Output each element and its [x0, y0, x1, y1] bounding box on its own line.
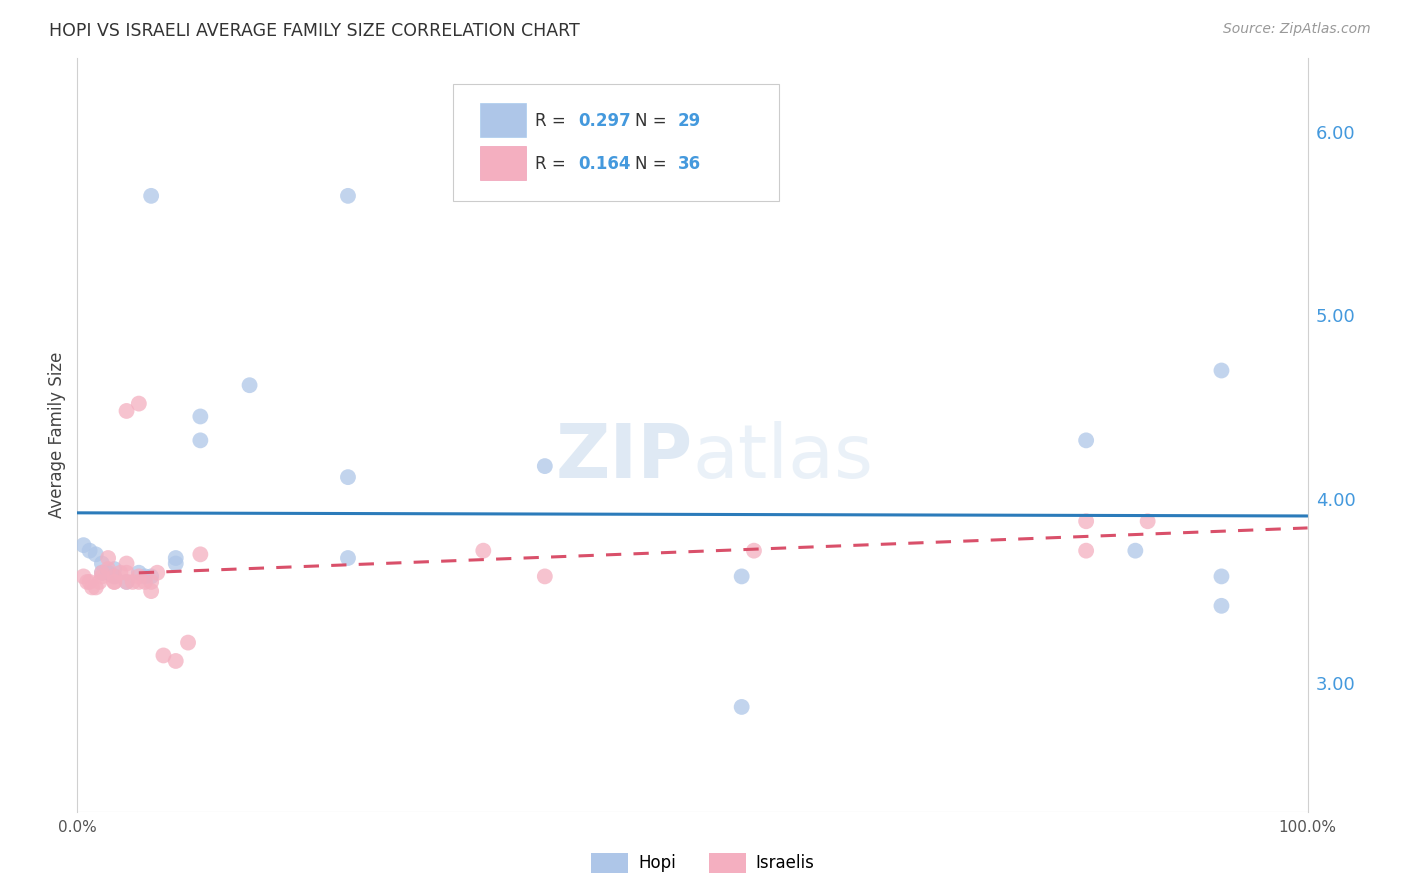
Point: [165, 557, 187, 571]
Point: [128, 574, 150, 589]
Point: [110, 566, 132, 580]
Point: [128, 396, 150, 410]
Point: [115, 404, 138, 418]
Point: [472, 543, 495, 558]
Point: [1211, 599, 1233, 613]
Point: [115, 574, 138, 589]
Text: N =: N =: [634, 154, 672, 172]
Point: [103, 569, 125, 583]
Point: [141, 569, 163, 583]
Text: N =: N =: [634, 112, 672, 129]
Point: [742, 543, 765, 558]
Point: [190, 409, 212, 424]
Point: [84, 581, 107, 595]
Point: [177, 635, 200, 649]
Point: [97, 566, 120, 580]
FancyBboxPatch shape: [453, 85, 779, 202]
Bar: [479, 146, 526, 180]
Point: [103, 574, 125, 589]
Point: [128, 566, 150, 580]
Point: [731, 569, 754, 583]
Text: 29: 29: [678, 112, 702, 129]
Point: [152, 648, 174, 663]
Point: [115, 574, 138, 589]
Point: [90, 557, 114, 571]
Point: [141, 584, 163, 599]
Point: [534, 569, 557, 583]
Point: [115, 557, 138, 571]
Point: [128, 569, 150, 583]
Text: R =: R =: [536, 112, 571, 129]
Point: [84, 547, 107, 561]
Bar: [479, 103, 526, 137]
Point: [79, 543, 101, 558]
Text: R =: R =: [536, 154, 571, 172]
Text: atlas: atlas: [693, 421, 873, 494]
Point: [115, 566, 138, 580]
Point: [1076, 514, 1098, 528]
Point: [72, 538, 94, 552]
Point: [239, 378, 262, 392]
Text: Source: ZipAtlas.com: Source: ZipAtlas.com: [1223, 22, 1371, 37]
Y-axis label: Average Family Size: Average Family Size: [48, 351, 66, 518]
Point: [1125, 543, 1147, 558]
Legend: Hopi, Israelis: Hopi, Israelis: [585, 847, 821, 880]
Text: 0.297: 0.297: [578, 112, 631, 129]
Point: [97, 551, 120, 566]
Point: [79, 574, 101, 589]
Point: [165, 551, 187, 566]
Point: [103, 569, 125, 583]
Point: [190, 434, 212, 448]
Point: [90, 566, 114, 580]
Point: [90, 569, 114, 583]
Point: [165, 654, 187, 668]
Text: 0.164: 0.164: [578, 154, 630, 172]
Text: HOPI VS ISRAELI AVERAGE FAMILY SIZE CORRELATION CHART: HOPI VS ISRAELI AVERAGE FAMILY SIZE CORR…: [49, 22, 579, 40]
Point: [103, 574, 125, 589]
Point: [337, 189, 360, 203]
Point: [72, 569, 94, 583]
Text: 36: 36: [678, 154, 700, 172]
Text: ZIP: ZIP: [555, 421, 693, 494]
Point: [534, 459, 557, 474]
Point: [82, 581, 104, 595]
Point: [190, 547, 212, 561]
Point: [103, 562, 125, 576]
Point: [337, 470, 360, 484]
Point: [1136, 514, 1159, 528]
Point: [1076, 434, 1098, 448]
Point: [76, 574, 98, 589]
Point: [121, 574, 143, 589]
Point: [89, 574, 111, 589]
Point: [146, 566, 169, 580]
Point: [1076, 543, 1098, 558]
Point: [141, 189, 163, 203]
Point: [90, 566, 114, 580]
Point: [97, 562, 120, 576]
Point: [1211, 363, 1233, 377]
Point: [134, 569, 156, 583]
Point: [134, 574, 156, 589]
Point: [731, 700, 754, 714]
Point: [337, 551, 360, 566]
Point: [141, 574, 163, 589]
Point: [1211, 569, 1233, 583]
